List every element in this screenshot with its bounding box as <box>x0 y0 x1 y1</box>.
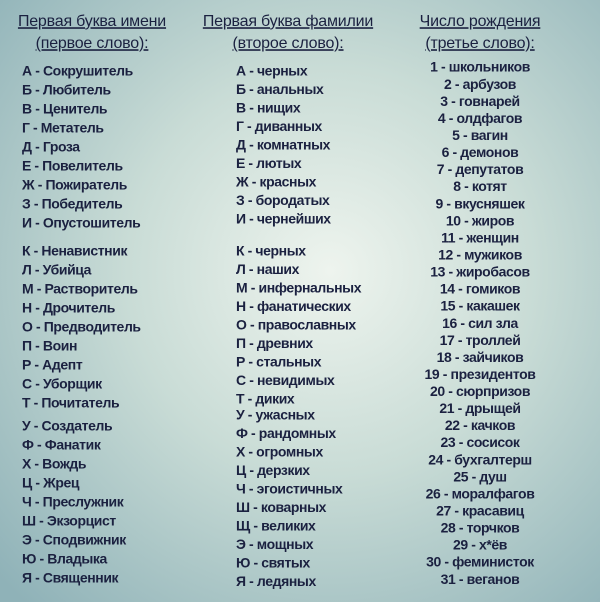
list-item: 29 - х*ёв <box>453 537 508 553</box>
list-item: Г - диванных <box>236 118 323 134</box>
list-item: 30 - феминисток <box>426 554 535 570</box>
list-item: 7 - депутатов <box>437 161 524 177</box>
list-item: Л - Убийца <box>22 262 92 278</box>
list-item: П - древних <box>236 335 313 351</box>
list-item: 24 - бухгалтерш <box>428 451 532 467</box>
list-item: 18 - зайчиков <box>437 349 524 365</box>
list-item: Ж - Пожиратель <box>21 177 128 193</box>
list-item: 5 - вагин <box>452 127 508 143</box>
list-item: А - Сокрушитель <box>22 63 134 79</box>
list-item: Ч - Преслужник <box>22 494 125 510</box>
list-item: М - инфернальных <box>236 280 362 296</box>
list-item: Э - мощных <box>236 536 314 552</box>
list-item: Л - наших <box>236 261 300 277</box>
column-subtitle: (третье слово): <box>425 35 534 52</box>
list-item: О - православных <box>236 317 356 333</box>
list-item: 28 - торчков <box>441 520 521 536</box>
list-item: 15 - какашек <box>440 298 521 314</box>
list-item: Ц - дерзких <box>236 462 310 478</box>
list-item: Ф - Фанатик <box>22 437 102 453</box>
list-item: 27 - красавиц <box>436 503 525 519</box>
list-item: Ш - коварных <box>236 499 327 515</box>
list-item: Я - ледяных <box>236 573 316 589</box>
list-item: Э - Сподвижник <box>22 532 127 548</box>
list-item: 3 - говнарей <box>440 93 519 109</box>
column-title: Первая буква фамилии <box>203 13 373 30</box>
list-item: Р - стальных <box>236 354 322 370</box>
list-item: Г - Метатель <box>22 120 104 136</box>
list-item: Т - Почитатель <box>22 395 120 411</box>
list-item: Е - Повелитель <box>22 158 123 174</box>
list-item: А - черных <box>236 63 308 79</box>
list-item: В - нищих <box>236 100 301 116</box>
list-item: Ж - красных <box>235 174 317 190</box>
list-item: 14 - гомиков <box>440 281 521 297</box>
list-item: Е - лютых <box>236 155 302 171</box>
list-item: Щ - великих <box>236 518 316 534</box>
list-item: 1 - школьников <box>430 59 531 75</box>
list-item: П - Воин <box>22 338 77 354</box>
list-item: Д - комнатных <box>236 137 331 153</box>
list-item: 17 - троллей <box>440 332 521 348</box>
list-item: Ц - Жрец <box>22 475 80 491</box>
list-item: 4 - олдфагов <box>438 110 523 126</box>
list-item: С - невидимых <box>236 372 335 388</box>
list-item: С - Уборщик <box>22 376 103 392</box>
list-item: 31 - веганов <box>441 571 520 587</box>
list-item: Д - Гроза <box>22 139 80 155</box>
list-item: Ш - Экзорцист <box>22 513 116 529</box>
list-item: 26 - моралфагов <box>426 485 536 501</box>
column-subtitle: (второе слово): <box>232 35 343 52</box>
list-item: З - Победитель <box>22 196 123 212</box>
list-item: Ю - Владыка <box>22 551 108 567</box>
list-item: 11 - женщин <box>441 229 519 245</box>
list-item: 13 - жиробасов <box>430 264 530 280</box>
list-item: У - Создатель <box>22 418 113 434</box>
list-item: 6 - демонов <box>442 144 519 160</box>
list-item: Н - фанатических <box>236 298 351 314</box>
column-title: Первая буква имени <box>18 13 166 30</box>
list-item: 8 - котят <box>453 178 507 194</box>
list-item: 22 - качков <box>445 417 516 433</box>
list-item: Ч - эгоистичных <box>236 481 343 497</box>
list-item: Я - Священник <box>22 570 120 586</box>
list-item: 21 - дрыщей <box>439 400 520 416</box>
list-item: 9 - вкусняшек <box>436 195 526 211</box>
list-item: Б - анальных <box>236 81 324 97</box>
list-item: И - чернейших <box>236 211 331 227</box>
list-item: Ю - святых <box>236 555 310 571</box>
list-item: 19 - президентов <box>425 366 537 382</box>
list-item: Т - диких <box>236 391 295 407</box>
list-item: К - черных <box>236 243 306 259</box>
list-item: И - Опустошитель <box>22 215 141 231</box>
list-item: 23 - сосисок <box>440 434 520 450</box>
list-item: 2 - арбузов <box>444 76 517 92</box>
column-subtitle: (первое слово): <box>36 35 149 52</box>
list-item: Ф - рандомных <box>236 425 336 441</box>
list-item: Х - огромных <box>236 444 323 460</box>
list-item: Р - Адепт <box>22 357 83 373</box>
list-item: У - ужасных <box>236 407 315 423</box>
column-title: Число рождения <box>420 13 541 30</box>
list-item: М - Растворитель <box>22 281 138 297</box>
list-item: Н - Дрочитель <box>22 300 116 316</box>
list-item: 25 - душ <box>453 468 506 484</box>
list-item: Х - Вождь <box>22 456 87 472</box>
list-item: 20 - сюрпризов <box>430 383 531 399</box>
list-item: Б - Любитель <box>22 82 111 98</box>
list-item: К - Ненавистник <box>22 243 128 259</box>
list-item: О - Предводитель <box>22 319 141 335</box>
list-item: 16 - сил зла <box>442 315 518 331</box>
list-item: 12 - мужиков <box>438 246 523 262</box>
list-item: З - бородатых <box>236 192 330 208</box>
list-item: 10 - жиров <box>446 212 515 228</box>
list-item: В - Ценитель <box>22 101 108 117</box>
